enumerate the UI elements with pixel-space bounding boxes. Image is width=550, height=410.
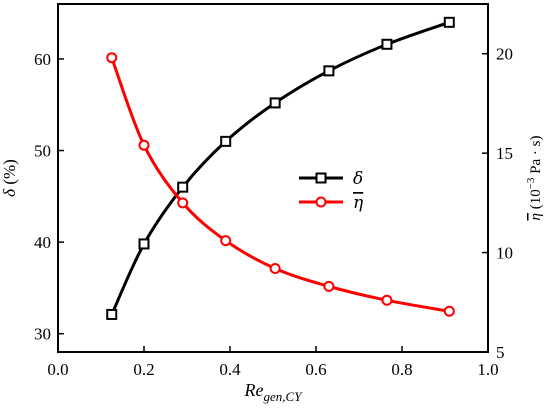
legend-label-delta: δ	[353, 169, 363, 189]
right-y-axis-title: η (10−3 Pa · s)	[525, 135, 544, 220]
right-y-tick-label-0: 5	[496, 343, 505, 362]
left-y-tick-label-2: 50	[34, 142, 51, 161]
right-y-tick-label-3: 20	[496, 45, 513, 64]
data-point-delta-3	[220, 135, 232, 147]
left-y-tick-label-1: 40	[34, 233, 51, 252]
data-point-eta-0	[106, 52, 118, 64]
legend-box	[294, 163, 378, 213]
data-point-delta-1	[138, 238, 150, 250]
data-point-eta-1	[138, 139, 150, 151]
left-y-tick-label-0: 30	[34, 325, 51, 344]
data-point-eta-2	[177, 197, 189, 209]
legend-marker-eta	[315, 196, 327, 208]
x-tick-label-4: 0.8	[391, 360, 412, 379]
data-point-eta-7	[443, 305, 455, 317]
x-tick-label-5: 1.0	[477, 360, 498, 379]
legend-marker-delta	[315, 172, 327, 184]
data-point-delta-7	[443, 16, 455, 28]
x-tick-label-0: 0.0	[47, 360, 68, 379]
right-y-tick-label-2: 15	[496, 144, 513, 163]
legend-label-eta: η	[353, 193, 364, 213]
x-tick-label-2: 0.4	[219, 360, 241, 379]
series-line-eta	[110, 57, 450, 313]
right-y-axis-ticks: 5 10 15 20	[482, 45, 513, 362]
right-y-tick-label-1: 10	[496, 244, 513, 263]
data-point-delta-2	[177, 181, 189, 193]
x-axis-title: Regen,CY	[244, 380, 304, 404]
legend: δ η	[294, 163, 378, 213]
x-tick-label-3: 0.6	[305, 360, 326, 379]
data-point-delta-5	[323, 65, 335, 77]
x-axis-ticks: 0.0 0.2 0.4 0.6 0.8 1.0	[47, 346, 499, 379]
data-point-eta-5	[323, 280, 335, 292]
left-y-axis-ticks: 30 40 50 60	[34, 50, 64, 344]
data-point-eta-3	[220, 235, 232, 247]
left-y-tick-label-3: 60	[34, 50, 51, 69]
data-point-delta-4	[269, 97, 281, 109]
plot-frame	[57, 3, 489, 353]
series-layer	[106, 16, 455, 320]
data-point-eta-4	[269, 262, 281, 274]
data-point-delta-0	[106, 308, 118, 320]
data-point-delta-6	[381, 38, 393, 50]
left-y-axis-title: δ (%)	[0, 159, 19, 197]
x-tick-label-1: 0.2	[133, 360, 154, 379]
data-point-eta-6	[381, 294, 393, 306]
